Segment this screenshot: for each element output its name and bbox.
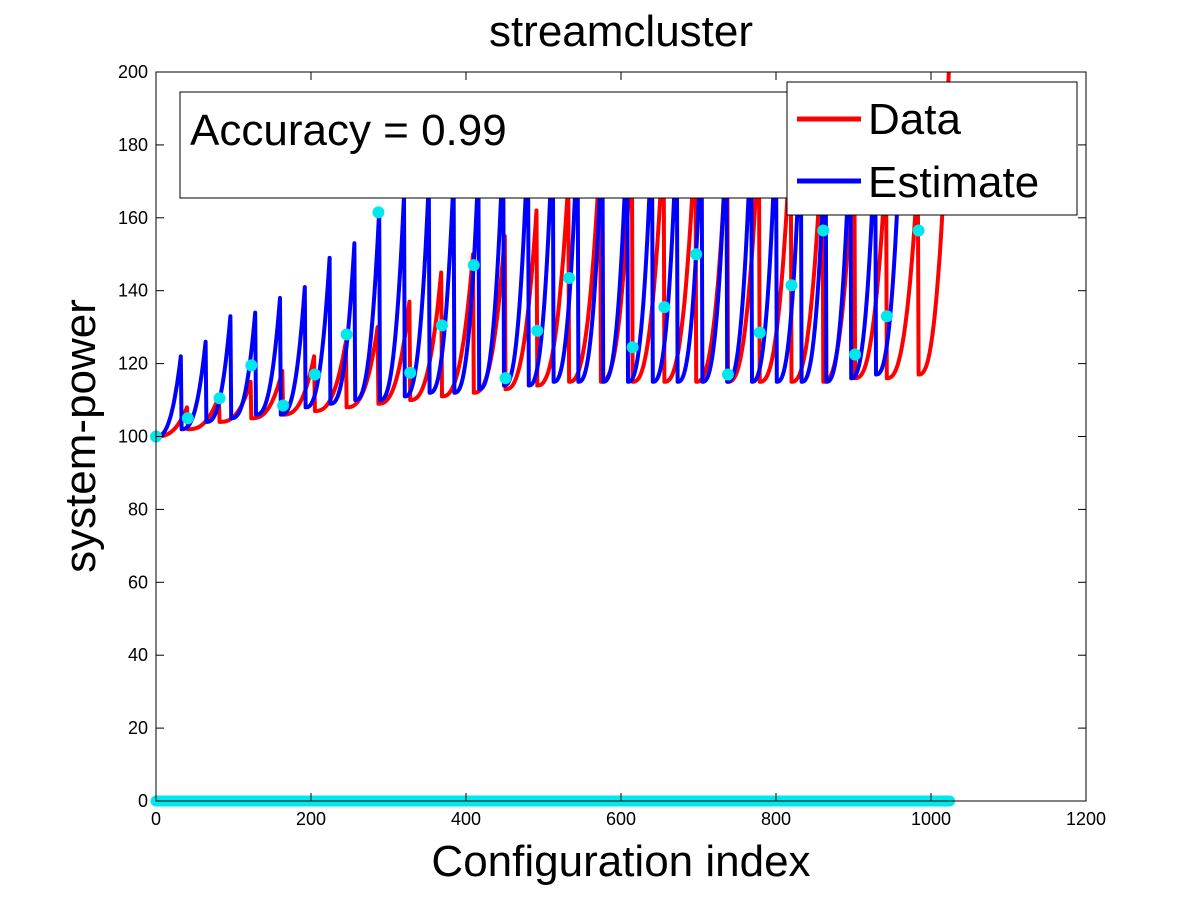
legend-frame <box>786 81 1078 216</box>
y-tick-label: 120 <box>118 354 148 374</box>
x-tick-label: 1000 <box>911 809 951 829</box>
marker-point <box>626 341 639 354</box>
x-tick-label: 600 <box>606 809 636 829</box>
marker-point <box>245 359 258 372</box>
y-tick-label: 0 <box>138 791 148 811</box>
accuracy-annotation: Accuracy = 0.99 <box>190 106 507 155</box>
x-tick-label: 400 <box>451 809 481 829</box>
y-tick-label: 20 <box>128 718 148 738</box>
marker-point <box>181 412 194 425</box>
marker-point <box>435 319 448 332</box>
x-tick-label: 800 <box>761 809 791 829</box>
x-tick-label: 0 <box>151 809 161 829</box>
y-tick-label: 60 <box>128 572 148 592</box>
x-tick-label: 1200 <box>1066 809 1106 829</box>
marker-point <box>753 326 766 339</box>
y-tick-label: 180 <box>118 135 148 155</box>
marker-point <box>912 224 925 237</box>
marker-point <box>372 206 385 219</box>
y-tick-label: 160 <box>118 208 148 228</box>
marker-point <box>721 368 734 381</box>
marker-point <box>308 368 321 381</box>
marker-point <box>404 366 417 379</box>
y-tick-label: 40 <box>128 645 148 665</box>
marker-point <box>467 259 480 272</box>
marker-point <box>785 279 798 292</box>
marker-point <box>658 301 671 314</box>
chart-title: streamcluster <box>489 7 753 56</box>
marker-point <box>880 310 893 323</box>
legend-label-data: Data <box>868 95 961 144</box>
x-tick-label: 200 <box>296 809 326 829</box>
y-tick-label: 140 <box>118 281 148 301</box>
y-axis-label: system-power <box>56 299 105 573</box>
marker-point <box>849 348 862 361</box>
marker-point <box>340 328 353 341</box>
legend-label-estimate: Estimate <box>868 158 1039 207</box>
marker-point <box>690 248 703 261</box>
x-axis-label: Configuration index <box>431 837 810 886</box>
marker-point <box>817 224 830 237</box>
legend: Data Estimate <box>786 81 1078 216</box>
marker-point <box>531 324 544 337</box>
marker-point <box>213 392 226 405</box>
axes: 0 200 400 600 800 1000 1200 0 20 40 60 80 100 120 140 1… <box>118 62 1106 829</box>
y-tick-label: 80 <box>128 499 148 519</box>
marker-point <box>499 372 512 385</box>
annotation-frame <box>179 91 798 199</box>
y-tick-label: 200 <box>118 62 148 82</box>
y-tick-label: 100 <box>118 427 148 447</box>
marker-point <box>277 399 290 412</box>
annotation-box: Accuracy = 0.99 <box>179 91 798 199</box>
marker-point <box>563 271 576 284</box>
